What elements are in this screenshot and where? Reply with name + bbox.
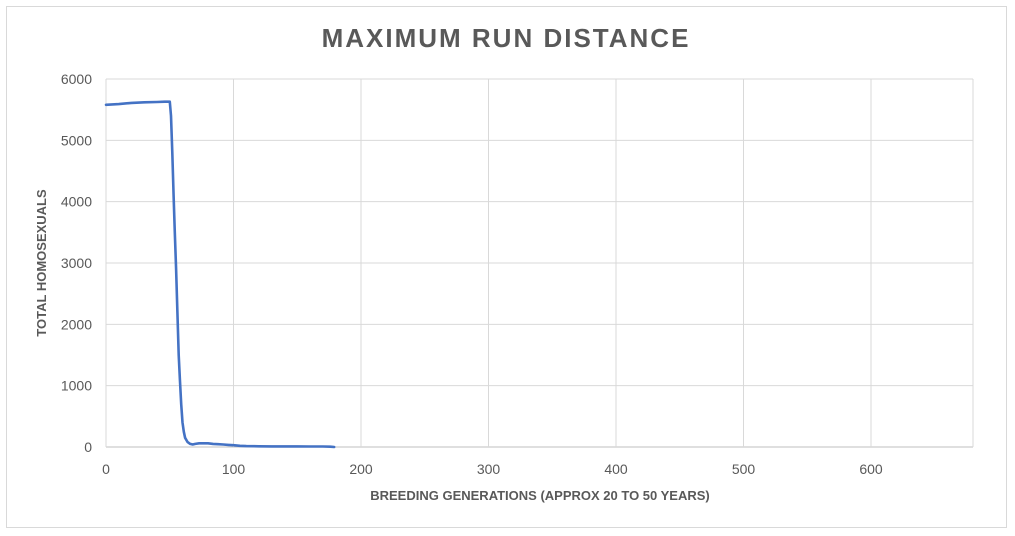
- x-tick-label: 200: [349, 461, 373, 477]
- y-tick-label: 0: [84, 439, 92, 455]
- y-tick-label: 5000: [61, 132, 92, 148]
- y-tick-label: 1000: [61, 378, 92, 394]
- x-tick-label: 400: [604, 461, 628, 477]
- y-tick-label: 3000: [61, 255, 92, 271]
- y-tick-label: 2000: [61, 316, 92, 332]
- x-tick-label: 100: [222, 461, 246, 477]
- x-tick-label: 500: [732, 461, 756, 477]
- chart-title: MAXIMUM RUN DISTANCE: [322, 23, 691, 53]
- x-tick-label: 0: [102, 461, 110, 477]
- x-tick-label: 300: [477, 461, 501, 477]
- y-axis-ticks: 0 1000 2000 3000 4000 5000 6000: [61, 71, 92, 455]
- x-axis-title: BREEDING GENERATIONS (APPROX 20 TO 50 YE…: [370, 488, 710, 503]
- x-tick-label: 600: [859, 461, 883, 477]
- series-line-0: [104, 100, 336, 449]
- y-tick-label: 4000: [61, 194, 92, 210]
- y-axis-title: TOTAL HOMOSEXUALS: [34, 189, 49, 337]
- y-tick-label: 6000: [61, 71, 92, 87]
- x-axis-ticks: 0 100 200 300 400 500 600: [102, 461, 883, 477]
- gridlines: [105, 78, 974, 448]
- series-layer: [104, 100, 336, 449]
- chart-frame: [6, 6, 1007, 528]
